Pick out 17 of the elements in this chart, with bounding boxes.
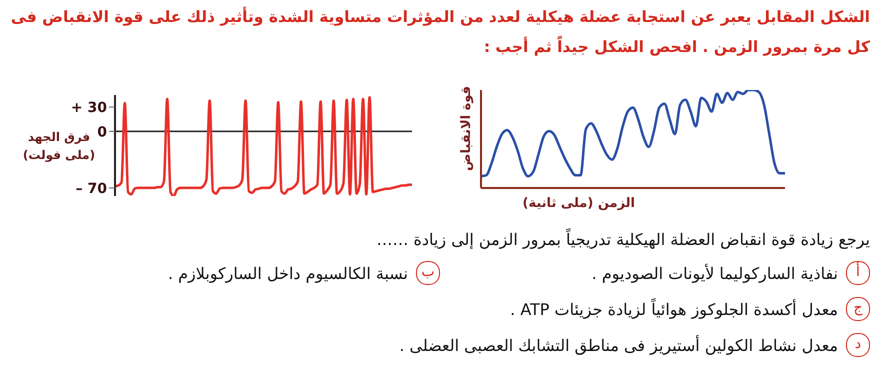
text: د [846,333,870,357]
text: معدل أكسدة الجلوكوز هوائياً لزيادة جزيئات ATP . [510,300,838,318]
text: أ [846,261,870,285]
y-axis-title: فرق الجهد (ملى فولت) [22,129,96,164]
y-tick-label: + 30 [70,100,108,116]
text: الشكل المقابل يعبر عن استجابة عضلة هيكلية لعدد من المؤثرات متساوية الشدة وتأثير ذلك على قوة الانقباض فى كل مرة بمرور الزمن . افحص الشكل جيداً ثم أجب : [10,6,870,58]
text: نسبة الكالسيوم داخل الساركوبلازم . [168,264,408,282]
y-tick-label: – 70 [76,180,108,197]
text: معدل نشاط الكولين أستيريز فى مناطق التشابك العصبى العضلى . [399,336,838,354]
text: يرجع زيادة قوة انقباض العضلة الهيكلية تدريجياً بمرور الزمن إلى زيادة …… [375,227,870,251]
y-axis-title: قوة الانقباض [458,86,474,170]
text: نفاذية الساركوليما لأيونات الصوديوم . [592,264,838,282]
text: ج [846,297,870,321]
line-series [114,96,414,196]
x-axis-title: الزمن (ملى ثانية) [522,196,635,211]
y-tick-label: 0 [97,124,108,140]
text: ب [416,261,440,285]
